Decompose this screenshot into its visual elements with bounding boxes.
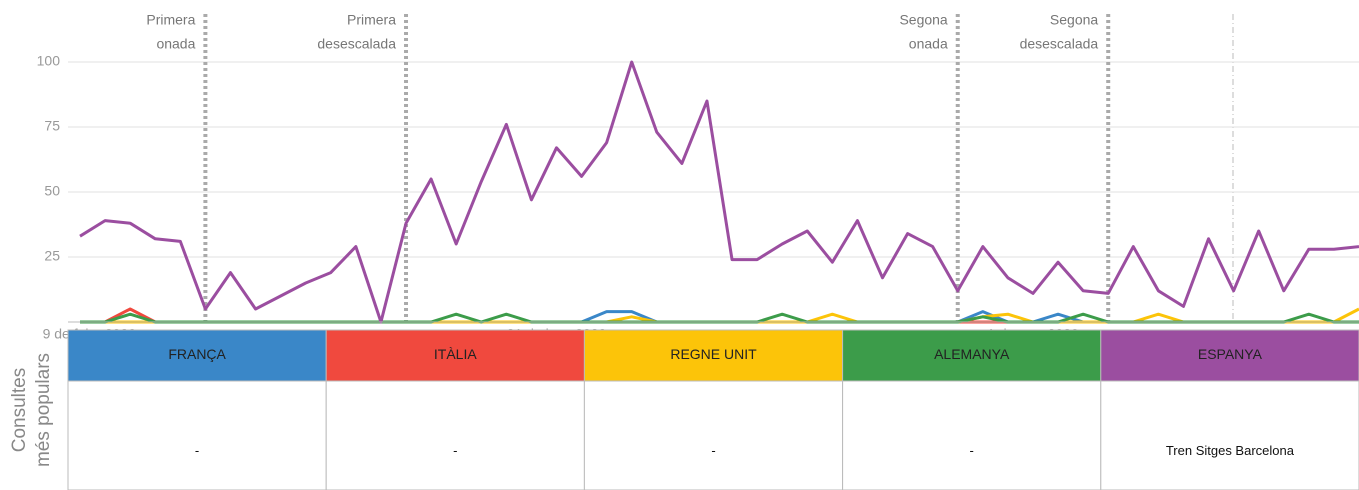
table-header-text: FRANÇA — [168, 346, 226, 362]
table-header-text: ALEMANYA — [934, 346, 1010, 362]
table-header-cell — [1100, 329, 1359, 382]
y-tick-label: 75 — [44, 118, 60, 134]
annotation-text: desescalada — [1020, 36, 1099, 52]
row-label: Consultes — [9, 368, 30, 453]
table-header-cell — [325, 329, 585, 382]
annotation-text: Segona — [1050, 12, 1098, 28]
series-line — [79, 60, 1359, 324]
y-tick-label: 50 — [44, 183, 60, 199]
table-header-text: ESPANYA — [1198, 346, 1263, 362]
y-tick-label: 25 — [44, 248, 60, 264]
table-cell-text: - — [970, 443, 974, 458]
table-cell-text: - — [453, 443, 457, 458]
series-line — [80, 307, 1359, 324]
table-header-text: REGNE UNIT — [670, 346, 757, 362]
table-header-cell — [583, 329, 844, 382]
table-header-text: ITÀLIA — [434, 346, 477, 362]
table-cell — [1100, 380, 1359, 490]
annotation-text: Segona — [899, 12, 947, 28]
annotation-text: onada — [156, 36, 195, 52]
annotation-text: Primera — [347, 12, 396, 28]
annotation-text: onada — [909, 36, 948, 52]
table-cell — [842, 380, 1102, 490]
table-cell-text: Tren Sitges Barcelona — [1166, 443, 1295, 458]
table-header-cell — [67, 329, 327, 382]
annotation-text: desescalada — [317, 36, 396, 52]
table-cell — [67, 380, 327, 490]
table-cell-text: - — [195, 443, 199, 458]
table-cell-text: - — [711, 443, 715, 458]
y-tick-label: 100 — [37, 53, 61, 69]
row-label: més populars — [33, 353, 54, 467]
annotation-text: Primera — [146, 12, 195, 28]
table-cell — [325, 380, 585, 490]
table-cell — [583, 380, 844, 490]
